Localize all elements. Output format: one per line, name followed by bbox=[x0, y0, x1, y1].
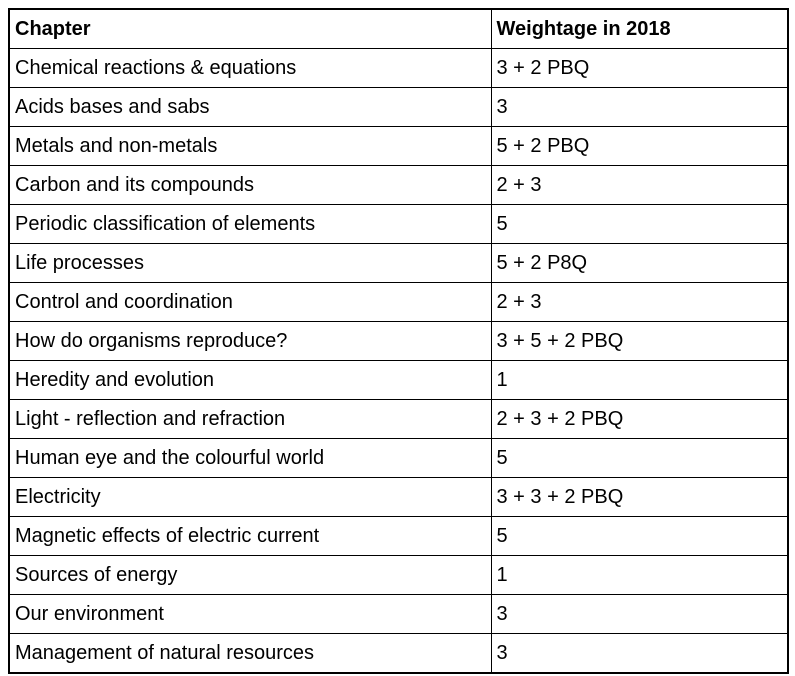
table-row: Periodic classification of elements 5 bbox=[8, 204, 789, 244]
weightage-cell: 2 + 3 bbox=[490, 282, 789, 322]
chapter-cell: Periodic classification of elements bbox=[8, 204, 492, 244]
table-row: Heredity and evolution 1 bbox=[8, 360, 789, 400]
chapter-cell: Acids bases and sabs bbox=[8, 87, 492, 127]
weightage-cell: 2 + 3 + 2 PBQ bbox=[490, 399, 789, 439]
table-row: Metals and non-metals 5 + 2 PBQ bbox=[8, 126, 789, 166]
table-row: Light - reflection and refraction 2 + 3 +… bbox=[8, 399, 789, 439]
weightage-cell: 3 + 2 PBQ bbox=[490, 48, 789, 88]
chapter-cell: Electricity bbox=[8, 477, 492, 517]
column-header-chapter: Chapter bbox=[8, 8, 492, 49]
chapter-cell: Human eye and the colourful world bbox=[8, 438, 492, 478]
table-row: Chemical reactions & equations 3 + 2 PBQ bbox=[8, 48, 789, 88]
weightage-cell: 3 + 3 + 2 PBQ bbox=[490, 477, 789, 517]
chapter-cell: Heredity and evolution bbox=[8, 360, 492, 400]
chapter-cell: Life processes bbox=[8, 243, 492, 283]
chapter-cell: Sources of energy bbox=[8, 555, 492, 595]
table-row: Management of natural resources 3 bbox=[8, 633, 789, 674]
chapter-cell: Control and coordination bbox=[8, 282, 492, 322]
chapter-cell: Chemical reactions & equations bbox=[8, 48, 492, 88]
weightage-cell: 5 + 2 P8Q bbox=[490, 243, 789, 283]
weightage-cell: 3 + 5 + 2 PBQ bbox=[490, 321, 789, 361]
table-row: Our environment 3 bbox=[8, 594, 789, 634]
table-row: Magnetic effects of electric current 5 bbox=[8, 516, 789, 556]
table-row: Life processes 5 + 2 P8Q bbox=[8, 243, 789, 283]
table-row: Sources of energy 1 bbox=[8, 555, 789, 595]
weightage-cell: 3 bbox=[490, 594, 789, 634]
chapter-weightage-table: Chapter Weightage in 2018 Chemical react… bbox=[8, 8, 789, 674]
weightage-cell: 1 bbox=[490, 555, 789, 595]
table-row: Electricity 3 + 3 + 2 PBQ bbox=[8, 477, 789, 517]
chapter-cell: Metals and non-metals bbox=[8, 126, 492, 166]
table-body: Chemical reactions & equations 3 + 2 PBQ A… bbox=[8, 48, 789, 674]
table-row: Control and coordination 2 + 3 bbox=[8, 282, 789, 322]
weightage-cell: 1 bbox=[490, 360, 789, 400]
chapter-cell: Our environment bbox=[8, 594, 492, 634]
weightage-cell: 5 bbox=[490, 516, 789, 556]
weightage-cell: 3 bbox=[490, 633, 789, 674]
weightage-cell: 5 bbox=[490, 204, 789, 244]
weightage-cell: 2 + 3 bbox=[490, 165, 789, 205]
weightage-cell: 3 bbox=[490, 87, 789, 127]
chapter-cell: Light - reflection and refraction bbox=[8, 399, 492, 439]
table-row: How do organisms reproduce? 3 + 5 + 2 PBQ bbox=[8, 321, 789, 361]
table-row: Acids bases and sabs 3 bbox=[8, 87, 789, 127]
weightage-cell: 5 + 2 PBQ bbox=[490, 126, 789, 166]
chapter-cell: Magnetic effects of electric current bbox=[8, 516, 492, 556]
weightage-cell: 5 bbox=[490, 438, 789, 478]
table-row: Human eye and the colourful world 5 bbox=[8, 438, 789, 478]
chapter-cell: How do organisms reproduce? bbox=[8, 321, 492, 361]
chapter-cell: Carbon and its compounds bbox=[8, 165, 492, 205]
column-header-weightage: Weightage in 2018 bbox=[490, 8, 789, 49]
header-row: Chapter Weightage in 2018 bbox=[8, 8, 789, 49]
table-row: Carbon and its compounds 2 + 3 bbox=[8, 165, 789, 205]
table-header: Chapter Weightage in 2018 bbox=[8, 8, 789, 49]
chapter-cell: Management of natural resources bbox=[8, 633, 492, 674]
